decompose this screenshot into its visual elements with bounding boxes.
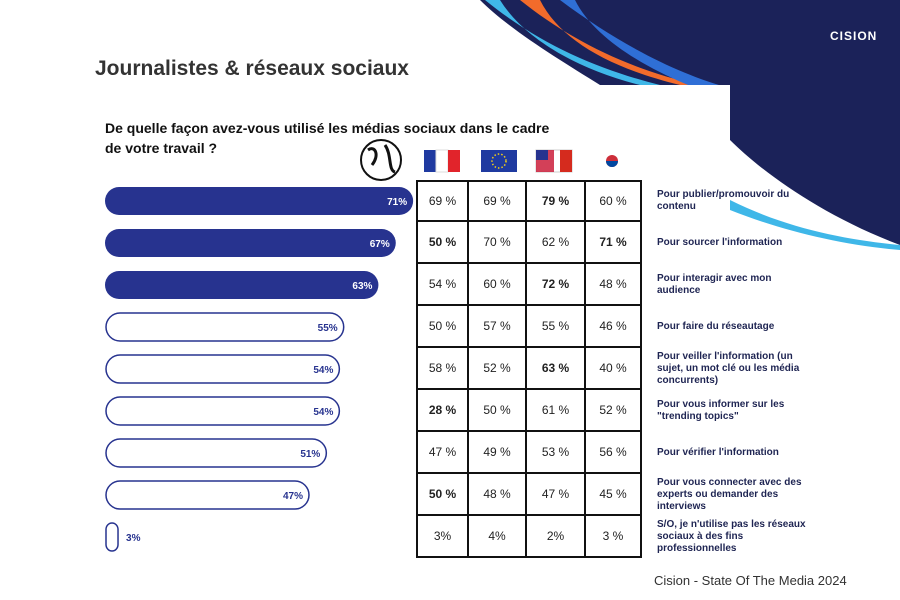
bar [105, 187, 414, 215]
table-cell: 56 % [584, 430, 642, 474]
category-label: Pour publier/promouvoir du contenu [657, 189, 790, 212]
table-cell: 69 % [416, 180, 469, 222]
table-cell: 53 % [525, 430, 586, 474]
table-cell: 63 % [525, 346, 586, 390]
table-cell: 28 % [416, 388, 469, 432]
category-label: Pour faire du réseautage [657, 321, 775, 332]
category-label: Pour interagir avec mon audience [657, 273, 772, 296]
category-label: Pour vous informer sur les "trending top… [657, 399, 785, 422]
bar [105, 438, 328, 468]
table-cell: 50 % [416, 220, 469, 264]
table-cell: 72 % [525, 262, 586, 306]
table-cell: 45 % [584, 472, 642, 516]
table-cell: 52 % [467, 346, 527, 390]
decor [520, 0, 700, 85]
table-cell: 71 % [584, 220, 642, 264]
flag-fr [424, 149, 460, 173]
flag-eu [481, 150, 517, 172]
value-label: 55% [318, 323, 338, 334]
table-cell: 60 % [584, 180, 642, 222]
table-cell: 40 % [584, 346, 642, 390]
footer: Cision - State Of The Media 2024 [654, 573, 847, 588]
decor [730, 200, 900, 250]
logo: CISION [830, 29, 877, 43]
table-cell: 4% [467, 514, 527, 558]
value-label: 47% [283, 491, 303, 502]
table-cell: 55 % [525, 304, 586, 348]
table-cell: 3% [416, 514, 469, 558]
value-label: 54% [313, 407, 333, 418]
bar [105, 522, 119, 552]
bar [105, 480, 310, 510]
table-cell: 79 % [525, 180, 586, 222]
category-label: S/O, je n'utilise pas les réseaux sociau… [657, 519, 806, 554]
category-label: Pour vous connecter avec des experts ou … [657, 477, 802, 512]
table-cell: 48 % [584, 262, 642, 306]
category-label: Pour vérifier l'information [657, 447, 779, 458]
value-label: 54% [313, 365, 333, 376]
table-cell: 2% [525, 514, 586, 558]
flag-us-ca [535, 149, 573, 173]
bar [105, 354, 341, 384]
table-cell: 47 % [416, 430, 469, 474]
table-cell: 54 % [416, 262, 469, 306]
table-cell: 49 % [467, 430, 527, 474]
table-cell: 70 % [467, 220, 527, 264]
table-cell: 47 % [525, 472, 586, 516]
decor [560, 0, 730, 100]
value-label: 63% [352, 281, 372, 292]
table-cell: 50 % [416, 472, 469, 516]
table-cell: 3 % [584, 514, 642, 558]
value-label: 51% [300, 449, 320, 460]
globe-icon [367, 144, 396, 174]
bar [105, 271, 379, 299]
bar [105, 312, 345, 342]
table-cell: 46 % [584, 304, 642, 348]
table-cell: 62 % [525, 220, 586, 264]
table-cell: 58 % [416, 346, 469, 390]
table-cell: 48 % [467, 472, 527, 516]
table-cell: 52 % [584, 388, 642, 432]
table-cell: 50 % [467, 388, 527, 432]
table-cell: 69 % [467, 180, 527, 222]
value-label: 67% [370, 239, 390, 250]
title: Journalistes & réseaux sociaux [95, 57, 409, 80]
value-label: 71% [387, 197, 407, 208]
bar [105, 396, 341, 426]
table-cell: 61 % [525, 388, 586, 432]
bar [105, 229, 396, 257]
category-label: Pour sourcer l'information [657, 237, 783, 248]
subtitle: De quelle façon avez-vous utilisé les mé… [105, 120, 550, 156]
table-cell: 60 % [467, 262, 527, 306]
table-cell: 57 % [467, 304, 527, 348]
table-cell: 50 % [416, 304, 469, 348]
decor [485, 0, 660, 85]
value-label: 3% [126, 533, 141, 544]
flag-kr [594, 150, 630, 172]
category-label: Pour veiller l'information (un sujet, un… [657, 351, 800, 386]
